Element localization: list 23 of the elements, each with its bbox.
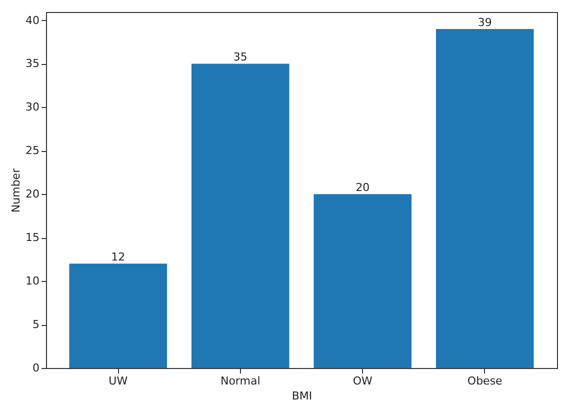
y-tick-label: 0 — [32, 362, 40, 374]
y-tick-label: 10 — [26, 274, 40, 288]
bar — [436, 28, 534, 368]
y-tick-label: 30 — [26, 100, 40, 114]
x-tick-label: Normal — [220, 374, 260, 388]
y-tick-label: 35 — [26, 57, 40, 70]
x-axis-title: BMI — [292, 390, 312, 402]
x-tick-label: OW — [352, 374, 373, 388]
data-label: 39 — [478, 16, 492, 29]
data-label: 20 — [356, 181, 370, 194]
y-tick-label: 40 — [26, 14, 40, 27]
y-tick-label: 20 — [26, 188, 40, 201]
y-tick-label: 5 — [32, 318, 40, 332]
bar — [314, 194, 412, 368]
bar — [191, 64, 290, 368]
data-label: 35 — [233, 50, 248, 64]
x-tick-label: Obese — [467, 374, 503, 388]
data-label: 12 — [111, 250, 126, 264]
y-tick-label: 15 — [26, 231, 40, 244]
x-tick-label: UW — [108, 374, 128, 388]
y-tick-label: 25 — [26, 144, 40, 158]
y-axis-title: Number — [10, 168, 23, 213]
bar — [69, 264, 168, 368]
